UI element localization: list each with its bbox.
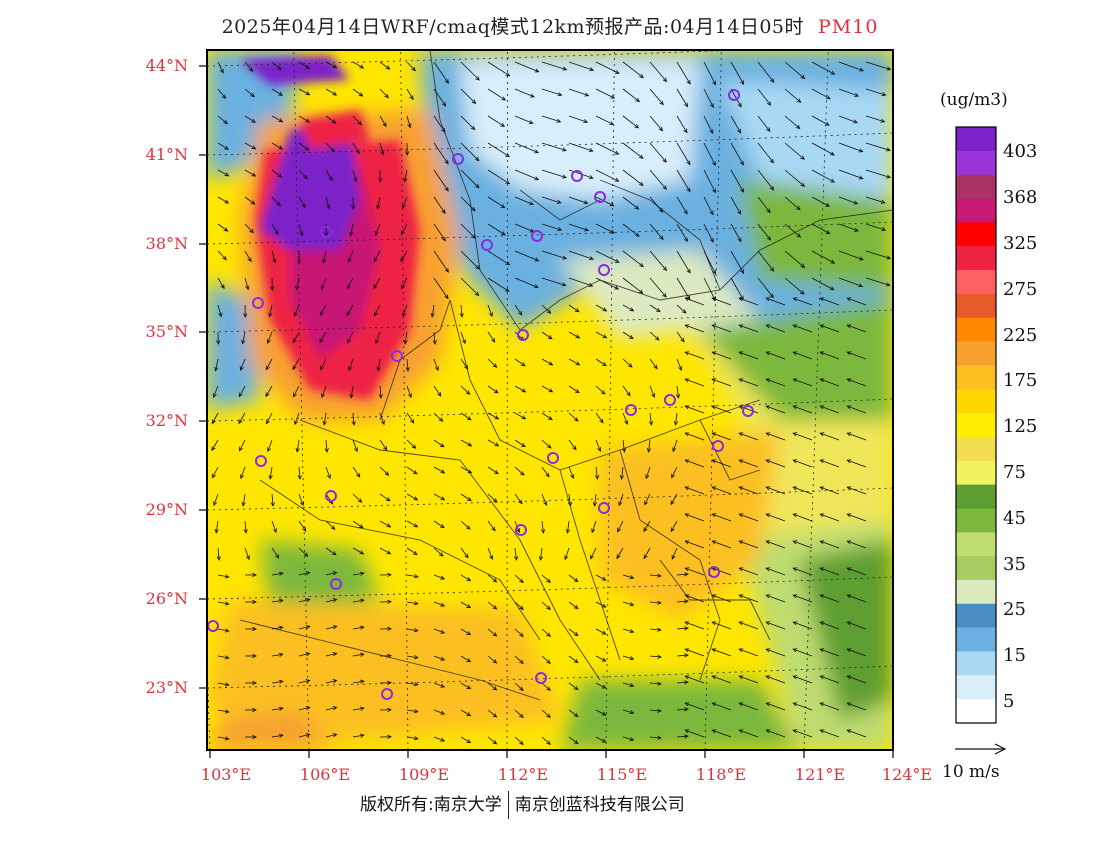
city-marker bbox=[571, 170, 583, 182]
city-marker bbox=[598, 264, 610, 276]
colorbar-swatch bbox=[956, 293, 996, 319]
colorbar-swatch bbox=[956, 270, 996, 295]
colorbar-swatch bbox=[956, 556, 996, 581]
colorbar bbox=[956, 127, 996, 724]
wind-scale-arrow bbox=[955, 743, 1007, 755]
lat-label: 38°N bbox=[145, 234, 188, 253]
colorbar-swatch bbox=[956, 627, 996, 652]
city-marker bbox=[598, 502, 610, 514]
colorbar-swatch bbox=[956, 246, 996, 271]
city-marker bbox=[330, 578, 342, 590]
colorbar-label: 25 bbox=[1003, 599, 1026, 620]
colorbar-swatch bbox=[956, 436, 996, 462]
city-marker bbox=[515, 524, 527, 536]
colorbar-swatch bbox=[956, 532, 996, 557]
wind-scale-label: 10 m/s bbox=[942, 762, 1000, 782]
city-marker bbox=[517, 329, 529, 341]
lon-label: 112°E bbox=[497, 765, 549, 784]
colorbar-swatch bbox=[956, 603, 996, 629]
city-marker bbox=[452, 153, 464, 165]
graticule bbox=[207, 50, 893, 750]
city-marker bbox=[712, 440, 724, 452]
colorbar-label: 175 bbox=[1003, 370, 1038, 391]
title-main: 2025年04月14日WRF/cmaq模式12km预报产品:04月14日05时 bbox=[221, 16, 804, 38]
title-pollutant: PM10 bbox=[818, 16, 879, 38]
colorbar-swatch bbox=[956, 150, 996, 176]
city-marker bbox=[255, 455, 267, 467]
colorbar-swatch bbox=[956, 508, 996, 533]
lat-label: 32°N bbox=[145, 411, 188, 430]
lat-label: 23°N bbox=[145, 678, 188, 697]
city-marker bbox=[708, 566, 720, 578]
colorbar-swatch bbox=[956, 341, 996, 366]
city-marker bbox=[325, 490, 337, 502]
city-marker bbox=[252, 297, 264, 309]
colorbar-swatch bbox=[956, 651, 996, 676]
city-marker bbox=[742, 405, 754, 417]
lat-label: 44°N bbox=[145, 56, 188, 75]
lon-label: 124°E bbox=[881, 765, 933, 784]
city-marker bbox=[531, 230, 543, 242]
city-marker bbox=[535, 672, 547, 684]
lon-label: 106°E bbox=[299, 765, 351, 784]
lon-label: 121°E bbox=[794, 765, 846, 784]
colorbar-swatch bbox=[956, 222, 996, 247]
colorbar-label: 35 bbox=[1003, 554, 1026, 575]
lat-label: 29°N bbox=[145, 500, 188, 519]
colorbar-label: 403 bbox=[1003, 141, 1038, 162]
city-marker bbox=[728, 89, 740, 101]
colorbar-swatch bbox=[956, 484, 996, 509]
colorbar-label: 45 bbox=[1003, 508, 1026, 529]
lon-label: 109°E bbox=[398, 765, 450, 784]
wind-vectors bbox=[211, 61, 892, 746]
colorbar-swatch bbox=[956, 675, 996, 700]
footer-separator bbox=[507, 791, 509, 819]
city-marker bbox=[664, 394, 676, 406]
copyright-footer: 版权所有:南京大学 南京创蓝科技有限公司 bbox=[360, 790, 685, 819]
lat-label: 41°N bbox=[145, 145, 188, 164]
colorbar-swatch bbox=[956, 317, 996, 343]
colorbar-swatch bbox=[956, 365, 996, 390]
lat-label: 35°N bbox=[145, 322, 188, 341]
colorbar-label: 15 bbox=[1003, 645, 1026, 666]
colorbar-swatch bbox=[956, 413, 996, 438]
colorbar-swatch bbox=[956, 198, 996, 223]
lat-label: 26°N bbox=[145, 589, 188, 608]
city-marker bbox=[481, 239, 493, 251]
colorbar-label: 125 bbox=[1003, 416, 1038, 437]
colorbar-swatch bbox=[956, 127, 996, 152]
city-markers bbox=[207, 89, 754, 700]
colorbar-swatch bbox=[956, 460, 996, 486]
footer-left: 版权所有:南京大学 bbox=[360, 795, 502, 815]
map-frame bbox=[206, 49, 894, 751]
colorbar-label: 5 bbox=[1003, 691, 1015, 712]
city-marker bbox=[381, 688, 393, 700]
colorbar-swatch bbox=[956, 699, 996, 724]
colorbar-label: 325 bbox=[1003, 233, 1038, 254]
city-marker bbox=[547, 452, 559, 464]
city-marker bbox=[625, 404, 637, 416]
city-marker bbox=[391, 350, 403, 362]
colorbar-label: 225 bbox=[1003, 325, 1038, 346]
chart-title: 2025年04月14日WRF/cmaq模式12km预报产品:04月14日05时 P… bbox=[0, 12, 1100, 39]
axis-ticks bbox=[199, 65, 894, 758]
colorbar-frame bbox=[955, 126, 997, 724]
colorbar-swatch bbox=[956, 579, 996, 605]
footer-right: 南京创蓝科技有限公司 bbox=[514, 795, 685, 815]
province-borders bbox=[239, 50, 893, 701]
colorbar-unit: (ug/m3) bbox=[940, 90, 1008, 110]
city-marker bbox=[320, 226, 332, 238]
colorbar-label: 275 bbox=[1003, 279, 1038, 300]
concentration-field bbox=[207, 50, 893, 750]
colorbar-swatch bbox=[956, 174, 996, 200]
lon-label: 103°E bbox=[200, 765, 252, 784]
colorbar-label: 75 bbox=[1003, 462, 1026, 483]
colorbar-swatch bbox=[956, 389, 996, 414]
lon-label: 118°E bbox=[695, 765, 747, 784]
colorbar-label: 368 bbox=[1003, 187, 1038, 208]
city-marker bbox=[594, 191, 606, 203]
lon-label: 115°E bbox=[596, 765, 648, 784]
